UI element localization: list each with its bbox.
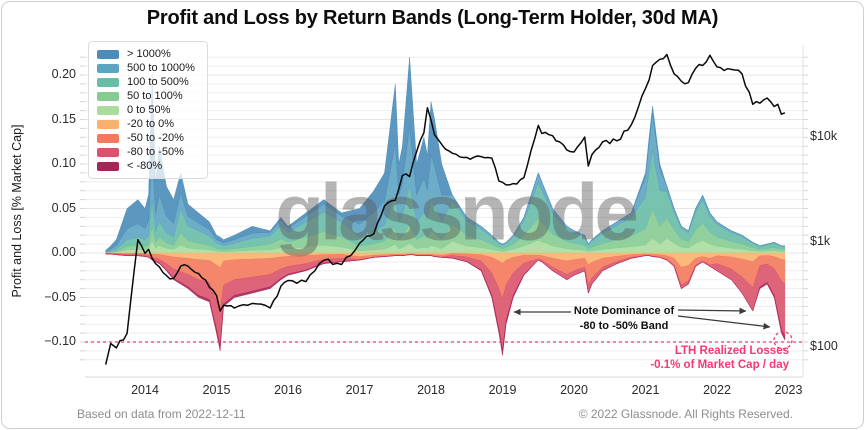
- legend-item-label: -80 to -50%: [127, 146, 184, 158]
- legend-item-label: 500 to 1000%: [127, 62, 195, 74]
- legend-color-swatch: [97, 91, 119, 101]
- x-tick: 2017: [345, 383, 374, 397]
- x-tick: 2019: [488, 383, 517, 397]
- legend-item[interactable]: < -80%: [97, 159, 195, 173]
- footer-copyright: © 2022 Glassnode. All Rights Reserved.: [578, 407, 793, 421]
- y-right-tick: $10k: [810, 129, 838, 143]
- y-axis-label: Profit and Loss [% Market Cap]: [10, 124, 24, 298]
- y-left-tick: 0.00: [51, 245, 76, 259]
- x-tick: 2023: [774, 383, 803, 397]
- dominance-annotation-line2: -80 to -50% Band: [579, 319, 669, 332]
- end-point-circle: [773, 331, 793, 350]
- legend-color-swatch: [97, 147, 119, 157]
- legend-color-swatch: [97, 49, 119, 59]
- price-line: [104, 53, 786, 365]
- legend-color-swatch: [97, 77, 119, 87]
- band-area--1000-: [105, 57, 785, 252]
- legend-item-label: 50 to 100%: [127, 90, 183, 102]
- band-area--80-: [105, 253, 786, 356]
- legend-item[interactable]: 500 to 1000%: [97, 61, 195, 75]
- legend-color-swatch: [97, 161, 119, 171]
- legend-item[interactable]: -50 to -20%: [97, 131, 195, 145]
- x-tick: 2022: [703, 383, 731, 397]
- x-tick: 2015: [202, 383, 231, 397]
- legend-item[interactable]: > 1000%: [97, 47, 195, 61]
- legend-item[interactable]: 100 to 500%: [97, 75, 195, 89]
- legend: > 1000% 500 to 1000% 100 to 500% 50 to 100%…: [88, 41, 208, 179]
- x-tick: 2016: [274, 383, 302, 397]
- lth-losses-line2: -0.1% of Market Cap / day: [650, 359, 789, 372]
- dominance-annotation-line1: Note Dominance of: [573, 305, 675, 317]
- y-right-tick: $1k: [810, 234, 831, 248]
- legend-item-label: -50 to -20%: [127, 132, 184, 144]
- y-right-tick: $100: [810, 339, 838, 353]
- y-left-tick: 0.15: [51, 111, 76, 126]
- legend-item[interactable]: -20 to 0%: [97, 117, 195, 131]
- legend-item[interactable]: -80 to -50%: [97, 145, 195, 159]
- legend-color-swatch: [97, 105, 119, 115]
- chart-title: Profit and Loss by Return Bands (Long-Te…: [146, 7, 719, 29]
- legend-item-label: > 1000%: [127, 48, 171, 60]
- annotation-arrow: [677, 307, 747, 315]
- x-tick: 2014: [131, 383, 159, 397]
- legend-item[interactable]: 50 to 100%: [97, 89, 195, 103]
- legend-color-swatch: [97, 63, 119, 73]
- y-left-tick: −0.10: [44, 334, 76, 348]
- legend-color-swatch: [97, 119, 119, 129]
- x-tick: 2018: [417, 383, 445, 397]
- y-left-tick: 0.20: [51, 67, 76, 81]
- x-tick: 2020: [560, 383, 588, 397]
- y-left-tick: 0.05: [51, 200, 76, 215]
- legend-color-swatch: [97, 133, 119, 143]
- lth-losses-annotation: LTH Realized Losses -0.1% of Market Cap …: [650, 344, 789, 373]
- legend-item-label: -20 to 0%: [127, 118, 175, 130]
- y-left-tick: −0.05: [44, 289, 76, 304]
- footer-data-note: Based on data from 2022-12-11: [77, 407, 246, 421]
- y-left-tick: 0.10: [51, 156, 76, 170]
- legend-item-label: 0 to 50%: [127, 104, 171, 116]
- legend-item[interactable]: 0 to 50%: [97, 103, 195, 117]
- legend-item-label: 100 to 500%: [127, 76, 189, 88]
- dominance-annotation: Note Dominance of -80 to -50% Band: [553, 304, 695, 333]
- x-tick: 2021: [631, 383, 660, 397]
- lth-losses-line1: LTH Realized Losses: [674, 345, 789, 357]
- annotation-arrow: [677, 315, 771, 330]
- legend-item-label: < -80%: [127, 160, 163, 172]
